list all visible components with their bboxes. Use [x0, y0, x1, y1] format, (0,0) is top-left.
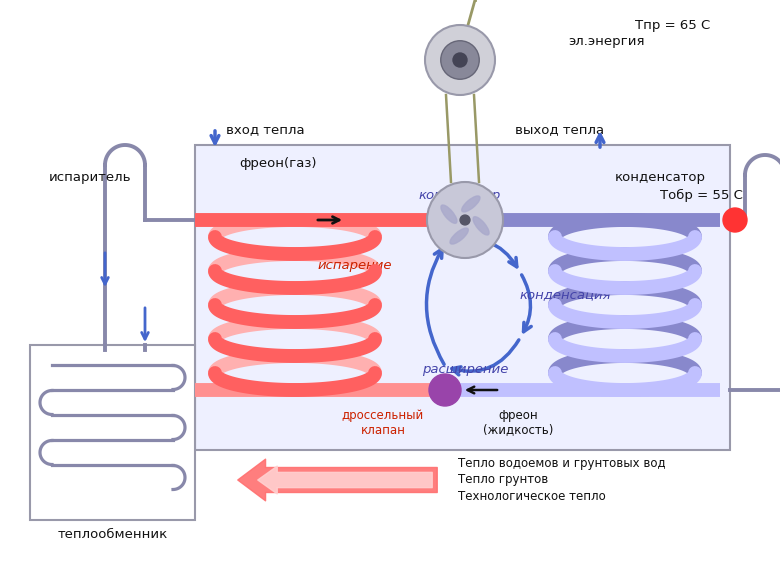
Text: Тепло водоемов и грунтовых вод: Тепло водоемов и грунтовых вод — [458, 457, 665, 470]
Text: фреон(газ): фреон(газ) — [239, 157, 317, 170]
Text: конденсация: конденсация — [519, 289, 611, 302]
Text: клапан: клапан — [360, 424, 406, 437]
Text: (жидкость): (жидкость) — [483, 424, 553, 437]
Circle shape — [425, 25, 495, 95]
Circle shape — [460, 215, 470, 225]
Ellipse shape — [441, 205, 457, 223]
FancyBboxPatch shape — [30, 345, 195, 520]
Circle shape — [441, 41, 479, 79]
Text: испаритель: испаритель — [48, 172, 131, 185]
Ellipse shape — [450, 228, 468, 244]
Text: выход тепла: выход тепла — [516, 124, 604, 137]
Text: фреон: фреон — [498, 408, 538, 421]
Ellipse shape — [473, 217, 489, 235]
Circle shape — [429, 374, 461, 406]
Circle shape — [453, 53, 467, 67]
Text: теплообменник: теплообменник — [58, 528, 168, 541]
Text: Тпр = 65 С: Тпр = 65 С — [635, 19, 711, 32]
Text: испарение: испарение — [317, 259, 392, 272]
FancyBboxPatch shape — [195, 145, 730, 450]
Text: компрессор: компрессор — [419, 189, 501, 202]
Text: дроссельный: дроссельный — [342, 408, 424, 421]
Text: конденсатор: конденсатор — [615, 172, 705, 185]
Text: эл.энергия: эл.энергия — [568, 36, 644, 49]
FancyArrowPatch shape — [238, 459, 438, 501]
Text: сжатие: сжатие — [439, 232, 491, 245]
Text: Тепло грунтов: Тепло грунтов — [458, 473, 548, 486]
Ellipse shape — [462, 196, 480, 212]
Text: расширение: расширение — [422, 363, 509, 376]
Circle shape — [427, 182, 503, 258]
Text: Технологическое тепло: Технологическое тепло — [458, 490, 606, 503]
Circle shape — [723, 208, 747, 232]
Text: Тобр = 55 С: Тобр = 55 С — [660, 189, 743, 202]
Text: вход тепла: вход тепла — [225, 124, 304, 137]
FancyArrowPatch shape — [257, 466, 432, 494]
